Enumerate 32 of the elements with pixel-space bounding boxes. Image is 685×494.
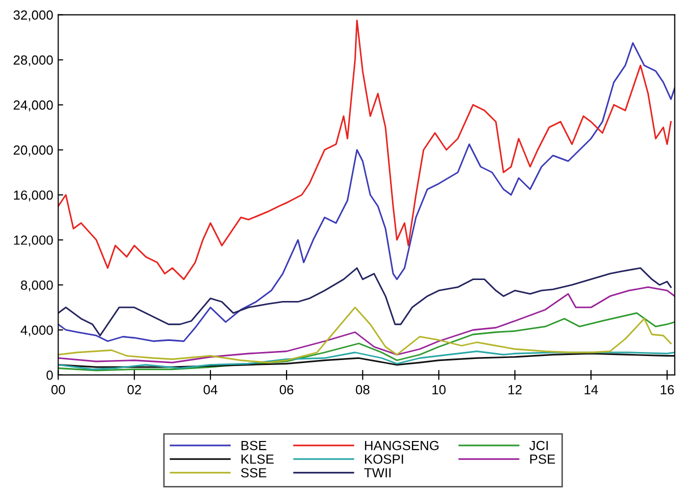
line-series bbox=[58, 286, 675, 364]
x-tick-label: 08 bbox=[356, 385, 370, 394]
legend-label: PSE bbox=[530, 454, 555, 464]
legend-label: HANGSENG bbox=[365, 440, 438, 450]
legend-label: KOSPI bbox=[365, 454, 404, 464]
x-tick-label: 16 bbox=[660, 385, 674, 394]
line-series bbox=[58, 312, 675, 372]
x-tick-label: 14 bbox=[584, 385, 598, 394]
line-series bbox=[58, 42, 675, 342]
y-tick-label: 32,000 bbox=[14, 10, 53, 22]
y-tick-label: 16,000 bbox=[14, 190, 53, 202]
y-tick-label: 0 bbox=[46, 370, 53, 380]
y-tick-label: 12,000 bbox=[14, 235, 53, 246]
x-tick-label: 00 bbox=[51, 385, 66, 394]
x-tick-label: 12 bbox=[508, 385, 522, 394]
x-tick-label: 04 bbox=[204, 385, 218, 394]
legend-label: BSE bbox=[242, 440, 266, 450]
y-tick-label: 28,000 bbox=[14, 55, 53, 66]
line-series bbox=[58, 20, 672, 280]
x-tick-label: 02 bbox=[128, 385, 142, 394]
legend-label: SSE bbox=[241, 468, 266, 478]
y-tick-label: 24,000 bbox=[14, 100, 53, 112]
line-series bbox=[58, 306, 672, 364]
line-series bbox=[58, 267, 672, 336]
x-tick-label: 06 bbox=[280, 385, 294, 394]
legend-label: TWII bbox=[364, 468, 391, 478]
y-tick-label: 8,000 bbox=[20, 280, 53, 292]
y-tick-label: 4,000 bbox=[20, 326, 53, 336]
x-tick-label: 10 bbox=[432, 385, 446, 394]
y-tick-label: 20,000 bbox=[14, 145, 53, 156]
legend-label: JCI bbox=[529, 440, 548, 450]
legend-label: KLSE bbox=[242, 454, 274, 464]
